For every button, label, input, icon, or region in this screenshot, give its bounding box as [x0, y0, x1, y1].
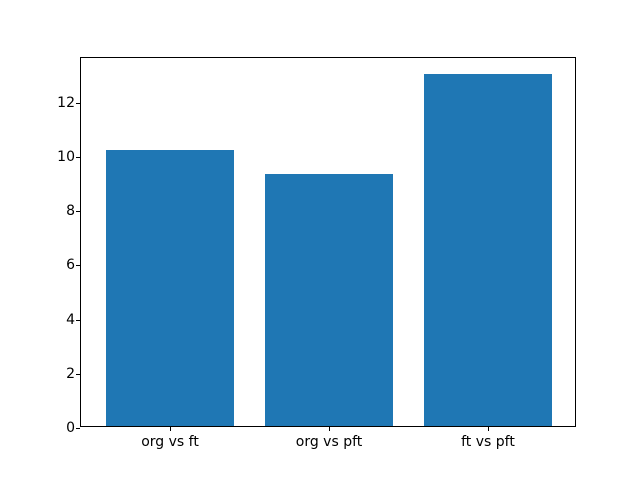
- y-tick-label: 10: [57, 148, 75, 165]
- y-tick-mark: [76, 319, 80, 321]
- y-tick-label: 2: [66, 365, 75, 382]
- y-tick-label: 4: [66, 311, 75, 328]
- y-tick-mark: [76, 211, 80, 213]
- y-tick-label: 6: [66, 257, 75, 274]
- bar-ft-vs-pft: [424, 73, 552, 426]
- y-tick-mark: [76, 265, 80, 267]
- plot-area: 0 2 4 6 8 10 12 org vs ft org vs pft ft vs pft: [57, 57, 576, 449]
- x-tick-label: org vs ft: [141, 434, 199, 450]
- x-tick-mark: [329, 427, 330, 431]
- x-tick-mark: [170, 427, 172, 431]
- x-tick-label: org vs pft: [295, 434, 363, 450]
- y-tick-label: 12: [57, 94, 75, 111]
- y-tick-label: 0: [66, 420, 75, 436]
- x-tick-label: ft vs pft: [461, 434, 515, 450]
- y-tick-mark: [76, 156, 80, 158]
- y-tick-mark: [76, 102, 80, 104]
- y-tick-mark: [76, 428, 80, 429]
- y-tick-label: 8: [66, 203, 75, 220]
- bar-org-vs-pft: [265, 173, 393, 426]
- y-tick-mark: [76, 373, 80, 375]
- bar-org-vs-ft: [106, 149, 234, 426]
- x-tick-mark: [487, 427, 489, 431]
